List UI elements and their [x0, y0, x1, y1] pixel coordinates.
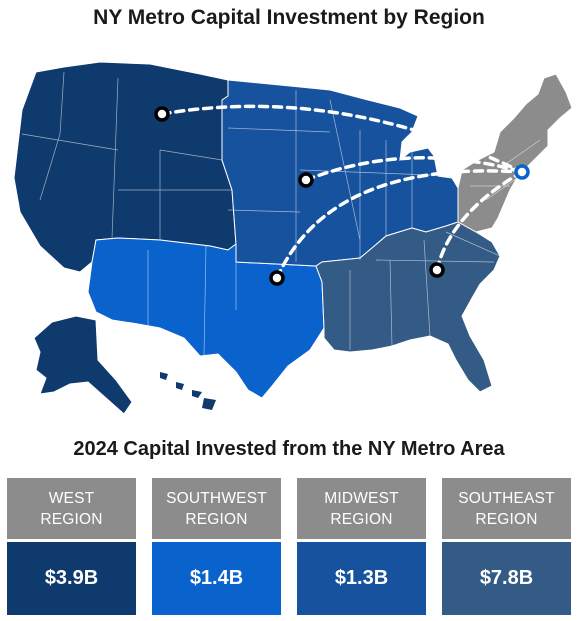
card-west-label-1: WEST — [48, 489, 95, 507]
southeast-region — [315, 221, 501, 393]
card-southwest-header: SOUTHWEST REGION — [152, 478, 281, 539]
region-cards: WEST REGION $3.9B SOUTHWEST REGION $1.4B… — [7, 478, 571, 615]
page-title: NY Metro Capital Investment by Region — [93, 6, 485, 29]
arc-southwest — [275, 169, 524, 280]
card-midwest-header: MIDWEST REGION — [297, 478, 426, 539]
card-southeast-label-1: SOUTHEAST — [458, 489, 555, 507]
us-region-map — [13, 61, 573, 415]
marker-southeast — [429, 262, 445, 278]
card-southeast-value: $7.8B — [442, 542, 571, 615]
card-west: WEST REGION $3.9B — [7, 478, 136, 615]
card-southeast-header: SOUTHEAST REGION — [442, 478, 571, 539]
card-midwest: MIDWEST REGION $1.3B — [297, 478, 426, 615]
marker-southwest — [269, 270, 285, 286]
card-west-header: WEST REGION — [7, 478, 136, 539]
hawaii-shape — [160, 372, 216, 410]
card-southwest-value: $1.4B — [152, 542, 281, 615]
card-midwest-label-2: REGION — [330, 510, 393, 528]
region-markers — [154, 106, 530, 286]
card-midwest-label-1: MIDWEST — [324, 489, 399, 507]
arc-southeast — [435, 170, 524, 272]
southwest-region — [87, 237, 325, 399]
card-southeast-label-2: REGION — [475, 510, 538, 528]
card-southeast: SOUTHEAST REGION $7.8B — [442, 478, 571, 615]
alaska-shape — [33, 315, 133, 415]
card-west-label-2: REGION — [40, 510, 103, 528]
card-midwest-value: $1.3B — [297, 542, 426, 615]
section-subtitle: 2024 Capital Invested from the NY Metro … — [73, 438, 505, 460]
marker-ny-metro — [514, 164, 530, 180]
card-southwest-label-2: REGION — [185, 510, 248, 528]
marker-west — [154, 106, 170, 122]
marker-midwest — [298, 172, 314, 188]
card-southwest: SOUTHWEST REGION $1.4B — [152, 478, 281, 615]
arc-midwest — [304, 156, 524, 182]
card-southwest-label-1: SOUTHWEST — [166, 489, 267, 507]
card-west-value: $3.9B — [7, 542, 136, 615]
arc-west — [160, 104, 524, 174]
investment-arcs — [160, 104, 524, 280]
northeast-region — [457, 73, 573, 233]
